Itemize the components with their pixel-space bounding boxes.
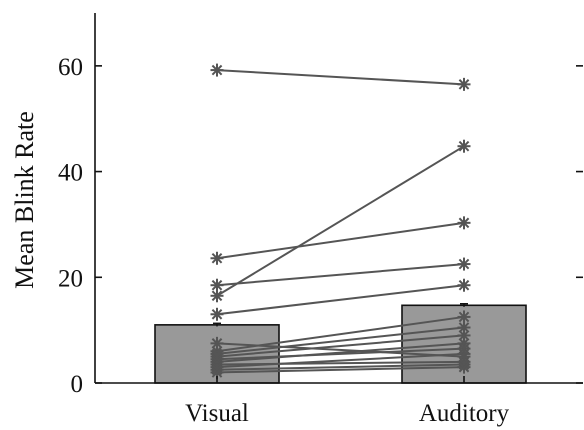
- subject-point: [457, 360, 471, 374]
- subject-point: [210, 63, 224, 77]
- subject-line: [216, 69, 465, 86]
- subject-line: [216, 363, 465, 371]
- subject-point: [210, 289, 224, 303]
- subject-line: [216, 221, 465, 260]
- subject-point: [457, 77, 471, 91]
- y-tick-label: 0: [71, 371, 84, 398]
- subject-line: [216, 315, 465, 353]
- x-tick-label-auditory: Auditory: [419, 400, 510, 427]
- y-tick-label: 20: [58, 265, 83, 292]
- subject-line: [216, 263, 465, 287]
- subject-point: [210, 307, 224, 321]
- subject-line: [216, 352, 465, 369]
- subject-line: [216, 342, 465, 363]
- subject-point: [457, 328, 471, 342]
- subject-point: [457, 321, 471, 334]
- subject-point: [457, 139, 471, 153]
- y-tick-label: 60: [58, 54, 83, 81]
- y-axis-label: Mean Blink Rate: [10, 111, 39, 289]
- subject-point: [210, 251, 224, 265]
- subject-line: [216, 145, 465, 297]
- subject-line: [216, 366, 465, 374]
- plot-region: 0 20 40 60 Visual Auditory: [58, 13, 583, 427]
- subject-line: [216, 347, 465, 361]
- x-tick-label-visual: Visual: [185, 400, 249, 427]
- y-tick-label: 40: [58, 160, 83, 187]
- subject-point: [457, 278, 471, 292]
- subject-point: [210, 278, 224, 292]
- subject-line: [216, 326, 465, 355]
- subject-point: [457, 257, 471, 271]
- subject-line: [216, 334, 465, 358]
- subject-point: [457, 216, 471, 230]
- subject-line: [216, 284, 465, 316]
